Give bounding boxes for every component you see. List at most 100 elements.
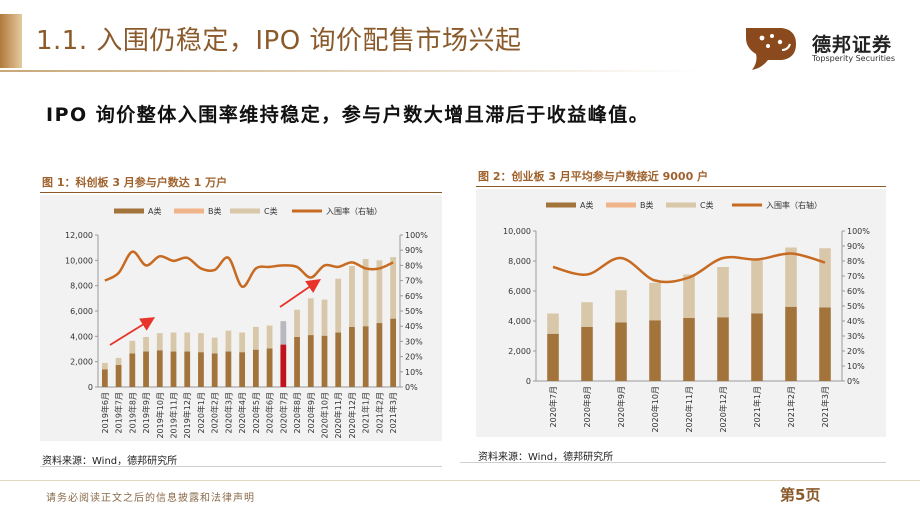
chart2-bar-a: [615, 322, 627, 381]
chart1-x-tick-label: 2019年7月: [114, 392, 124, 433]
figure1-title: 图 1：科创板 3 月参与户数达 1 万户: [42, 176, 228, 189]
chart2-bar-c: [581, 302, 593, 327]
chart1-y2-tick-label: 60%: [405, 292, 423, 301]
logo-name: 德邦证券: [812, 34, 893, 56]
chart2-x-tick-label: 2020年9月: [616, 386, 626, 427]
chart1-x-tick-label: 2021年3月: [388, 392, 398, 433]
chart1-bar-c: [211, 337, 218, 354]
figure1-source: 资料来源：Wind，德邦研究所: [42, 456, 178, 467]
chart1-bar-c: [390, 257, 397, 319]
chart1-bar-c: [143, 336, 149, 352]
chart2-bar-c: [717, 267, 729, 318]
chart1-bar-c: [362, 259, 369, 327]
chart1-y2-tick-label: 50%: [405, 307, 423, 316]
chart2-legend-label: A类: [580, 200, 593, 210]
chart2-y-tick-label: 6,000: [508, 287, 531, 296]
chart2-bar-a: [581, 327, 593, 381]
chart2-x-tick-label: 2021年2月: [786, 386, 796, 427]
chart1-bar-a: [156, 350, 163, 387]
chart2-x-tick-label: 2021年1月: [752, 386, 762, 427]
chart2-bar-a: [785, 306, 797, 381]
figure2-chart: A类 B类 C类 入围率（右轴） 0 2,000 4,000 6,000 8,000 10,000…: [503, 200, 870, 433]
chart1-x-tick-label: 2019年10月: [155, 392, 165, 439]
chart1-bar-c: [349, 266, 355, 327]
chart1-x-tick-label: 2020年3月: [223, 392, 233, 433]
chart1-bar-a: [184, 351, 191, 387]
chart1-bar-a: [198, 352, 204, 387]
chart1-legend-label: A类: [148, 206, 161, 216]
chart2-y2-tick-label: 40%: [847, 317, 865, 326]
chart1-x-tick-label: 2020年7月: [278, 392, 288, 433]
figure2-panel: A类 B类 C类 入围率（右轴） 0 2,000 4,000 6,000 8,000 10,000…: [476, 189, 886, 437]
chart1-legend-label: C类: [264, 206, 278, 216]
chart1-bar-a: [335, 332, 342, 387]
footer-divider: [0, 480, 920, 481]
chart1-y-tick-label: 6,000: [70, 307, 93, 316]
chart1-x-tick-label: 2020年4月: [237, 392, 247, 433]
chart2-legend-label: B类: [640, 200, 654, 210]
chart1-y2-tick-label: 80%: [405, 261, 423, 270]
chart2-x-tick-label: 2021年3月: [820, 386, 830, 427]
chart1-bar-c: [239, 332, 246, 353]
chart1-bar-c: [198, 333, 204, 353]
footer-disclaimer: 请务必阅读正文之后的信息披露和法律声明: [46, 493, 255, 504]
chart1-bar-a: [390, 318, 397, 387]
chart1-bar-c: [266, 325, 273, 349]
chart1-bar-c: [376, 260, 383, 324]
chart1-bar-a: [349, 326, 355, 387]
chart2-y2-tick-label: 90%: [847, 242, 865, 251]
chart1-y-tick-label: 2,000: [70, 358, 93, 367]
chart2-y-tick-label: 0: [526, 377, 531, 386]
figure2-title-rule: [476, 186, 886, 187]
chart1-y2-tick-label: 70%: [405, 277, 423, 286]
page-number: 第5页: [780, 486, 821, 504]
chart1-bar-a: [211, 353, 218, 387]
chart1-bar-c: [156, 333, 163, 351]
chart1-legend-label: B类: [208, 206, 222, 216]
chart1-y-tick-label: 12,000: [65, 231, 93, 240]
chart2-legend-label: 入围率（右轴）: [766, 200, 822, 210]
chart1-bar-a: [266, 348, 273, 387]
chart1-trend-arrow: [109, 317, 156, 346]
chart2-bar-c: [819, 248, 831, 308]
chart1-x-tick-label: 2020年11月: [333, 392, 343, 439]
leopard-logo-icon: [746, 28, 796, 70]
chart2-bar-a: [717, 317, 729, 381]
chart2-y2-tick-label: 80%: [847, 257, 865, 266]
slide-subtitle: IPO 询价整体入围率维持稳定，参与户数大增且滞后于收益峰值。: [46, 104, 650, 126]
chart1-x-tick-label: 2020年2月: [210, 392, 220, 433]
title-accent-bar: [0, 14, 22, 68]
chart2-y2-tick-label: 10%: [847, 362, 865, 371]
chart1-bar-a: [239, 352, 246, 387]
chart2-bar-a: [649, 320, 661, 381]
chart2-y2-tick-label: 100%: [847, 227, 870, 236]
chart1-legend-swatch: [174, 208, 204, 214]
chart2-y2-tick-label: 30%: [847, 332, 865, 341]
chart1-bar-c: [280, 321, 287, 345]
chart2-bar-a: [547, 333, 559, 381]
chart1-y2-tick-label: 30%: [405, 337, 423, 346]
chart1-bar-a: [129, 353, 136, 387]
chart1-bar-c: [129, 340, 136, 354]
chart2-y2-tick-label: 60%: [847, 287, 865, 296]
chart1-bar-c: [115, 357, 122, 365]
figure1-chart: A类 B类 C类 入围率（右轴） 0 2,000 4,000 6,000 8,000 10,000…: [65, 206, 428, 439]
chart2-bar-c: [785, 247, 797, 307]
chart2-legend-label: C类: [700, 200, 714, 210]
chart2-bar-a: [819, 307, 831, 381]
figure2-source: 资料来源：Wind，德邦研究所: [478, 452, 614, 463]
chart1-x-tick-label: 2019年12月: [182, 392, 192, 439]
chart2-y-tick-label: 2,000: [508, 347, 531, 356]
chart1-bar-a: [101, 369, 108, 387]
chart2-x-tick-label: 2020年11月: [684, 386, 694, 433]
chart1-x-tick-label: 2019年11月: [169, 392, 179, 439]
chart2-x-tick-label: 2020年7月: [548, 386, 558, 427]
chart2-legend-swatch: [666, 202, 696, 208]
chart2-bar-c: [649, 282, 661, 321]
chart1-bar-a: [252, 349, 259, 387]
chart2-y2-tick-label: 50%: [847, 302, 865, 311]
chart1-y2-tick-label: 100%: [405, 231, 428, 240]
chart1-y2-tick-label: 10%: [405, 368, 423, 377]
chart1-x-tick-label: 2019年9月: [141, 392, 151, 433]
chart1-trend-arrow: [279, 278, 321, 308]
